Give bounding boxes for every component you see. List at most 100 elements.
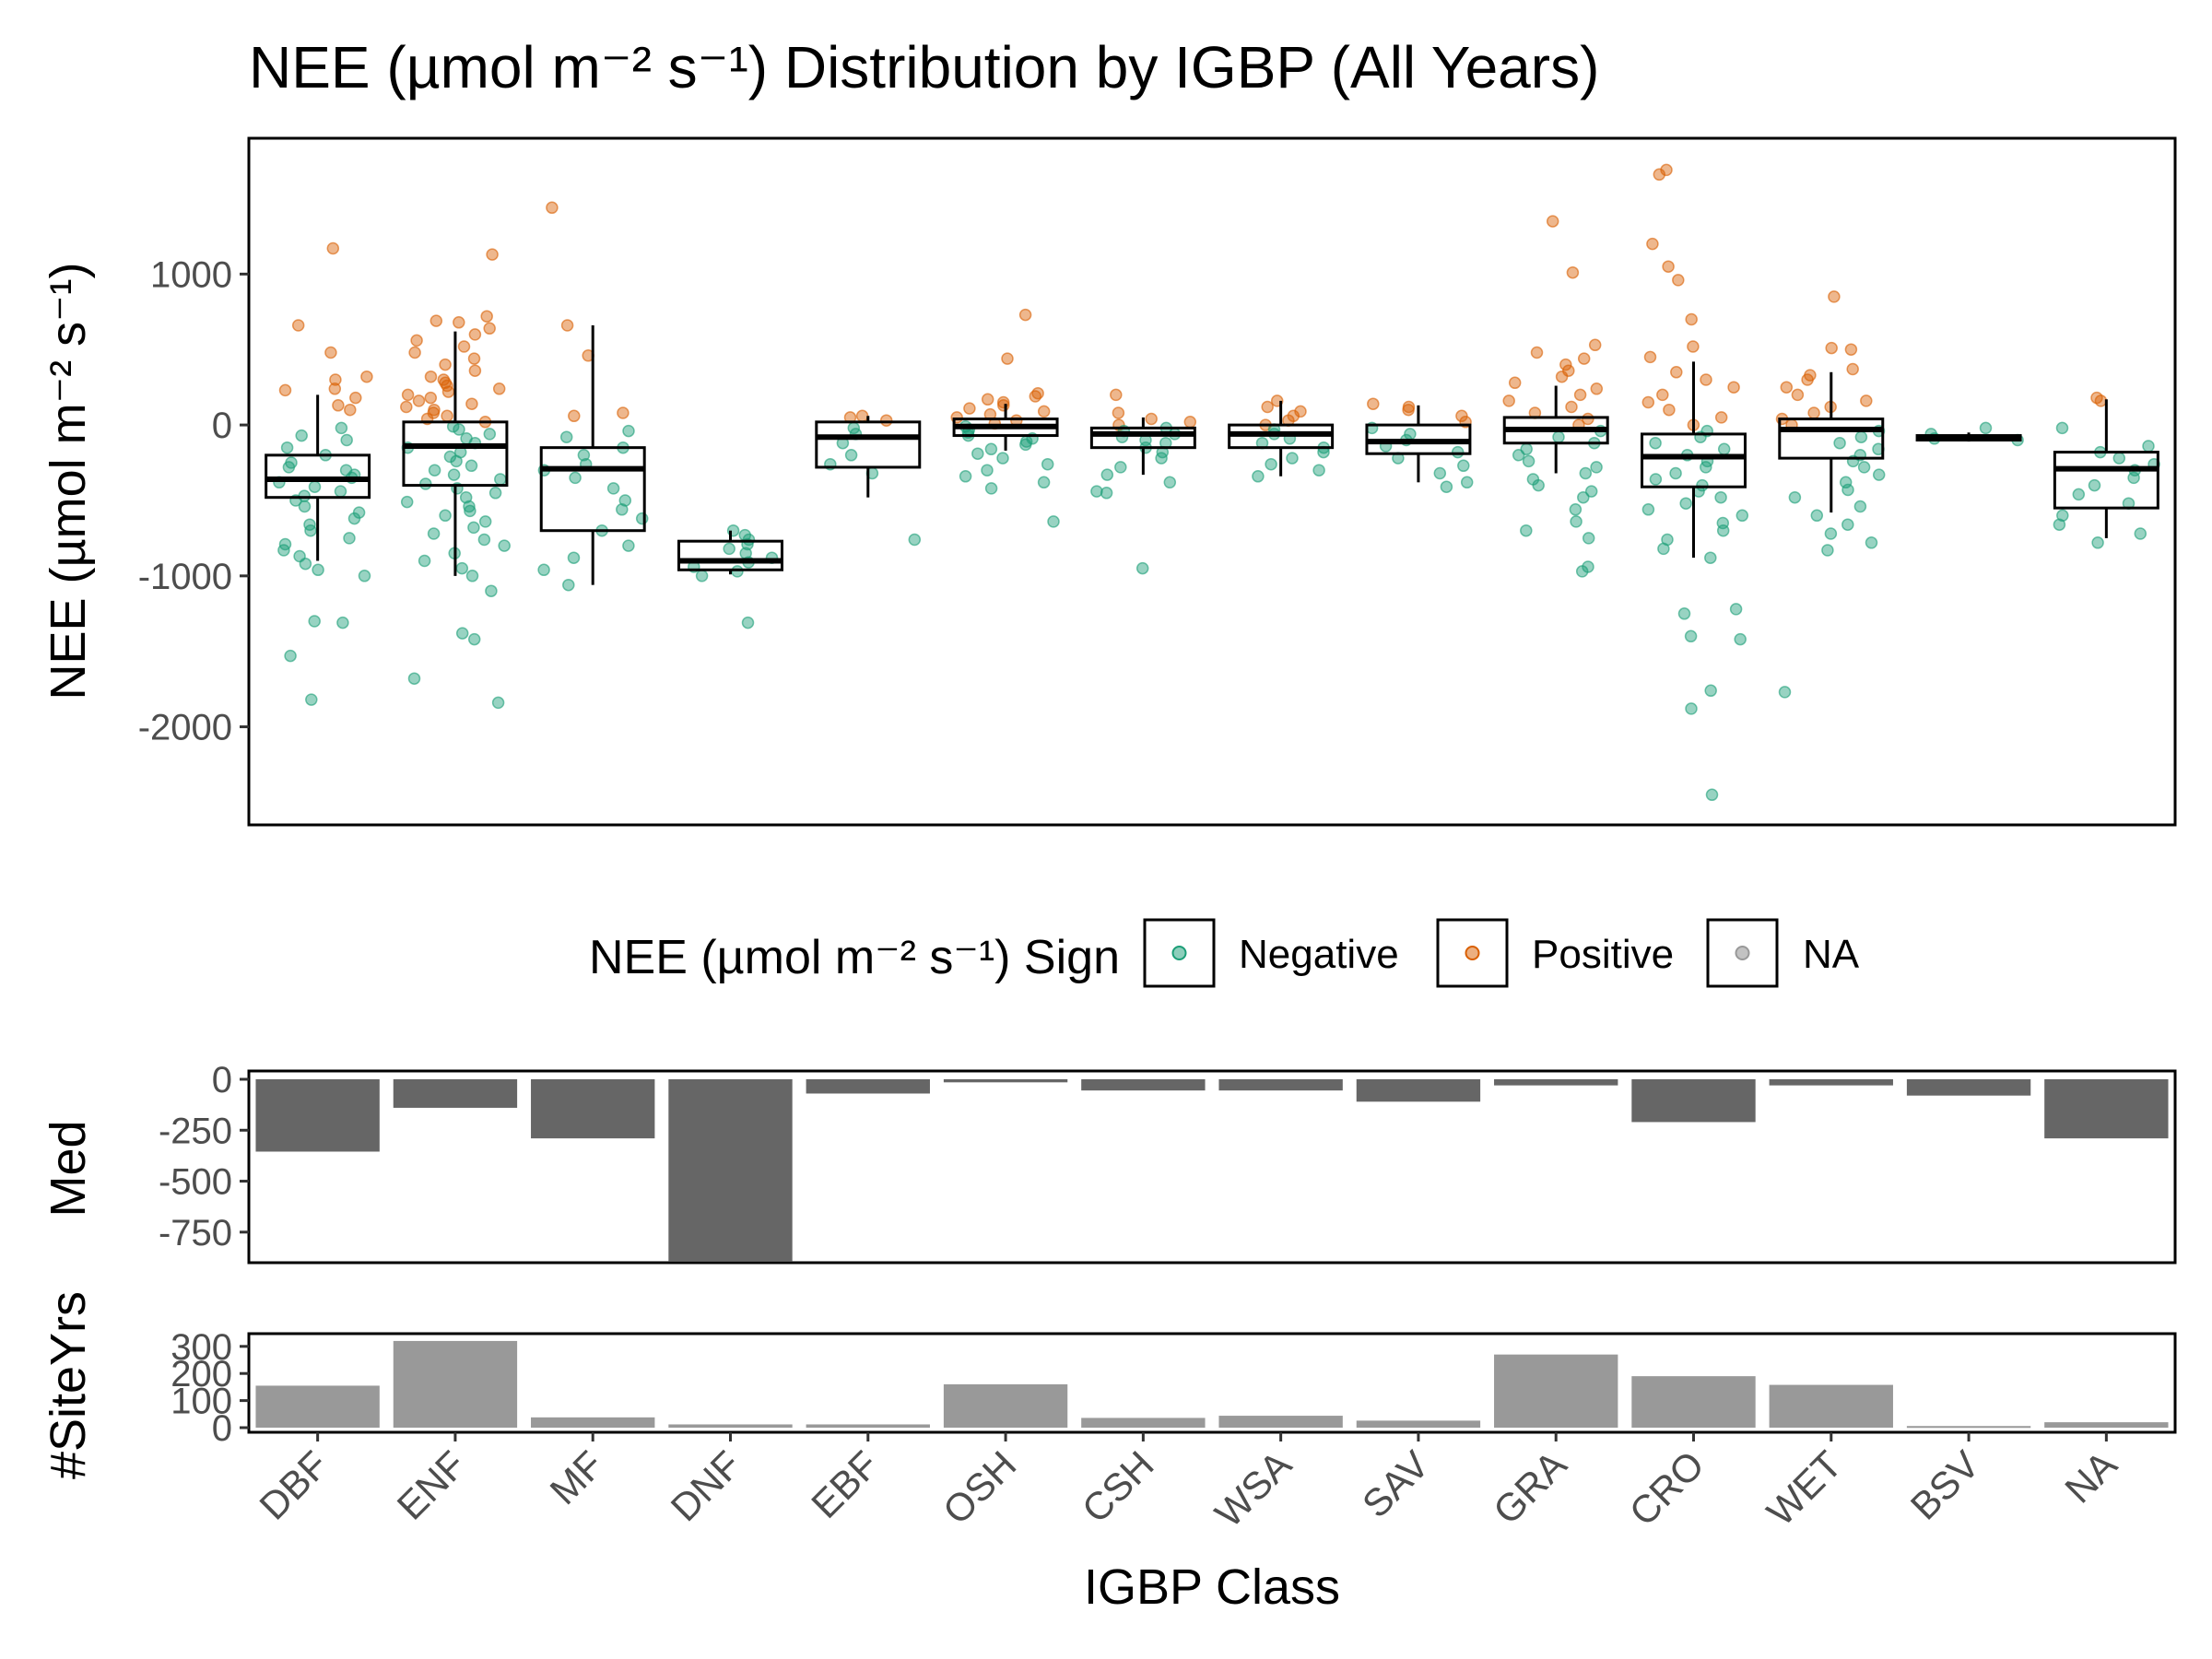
data-point-dbf bbox=[335, 421, 348, 435]
data-point-dnf bbox=[741, 616, 755, 629]
data-point-wet bbox=[1801, 373, 1814, 386]
median-bar-mf bbox=[531, 1079, 655, 1139]
data-point-cro bbox=[1700, 461, 1712, 474]
median-y-tick-label: -250 bbox=[159, 1111, 232, 1151]
data-point-cro bbox=[1677, 607, 1691, 620]
data-point-na bbox=[2055, 421, 2069, 435]
median-panel-frame bbox=[247, 1069, 2177, 1265]
data-point-na bbox=[2094, 394, 2108, 407]
data-point-csh bbox=[1100, 487, 1113, 500]
data-point-cro bbox=[1670, 366, 1683, 379]
x-tick-label-sav: SAV bbox=[1354, 1442, 1437, 1525]
data-point-csh bbox=[1163, 476, 1177, 489]
median-bars bbox=[255, 1079, 2169, 1262]
data-point-osh bbox=[1018, 308, 1032, 322]
data-point-mf bbox=[606, 482, 620, 495]
data-point-cro bbox=[1662, 260, 1675, 273]
data-point-enf bbox=[478, 515, 492, 528]
data-point-enf bbox=[467, 632, 481, 646]
data-point-dbf bbox=[332, 399, 345, 412]
data-point-gra bbox=[1522, 454, 1535, 468]
data-point-sav bbox=[1402, 403, 1415, 417]
x-tick-label-dbf: DBF bbox=[251, 1442, 336, 1528]
data-point-enf bbox=[424, 391, 438, 405]
data-point-csh bbox=[1090, 485, 1103, 498]
data-point-gra bbox=[1559, 358, 1572, 371]
data-point-na bbox=[2134, 527, 2147, 540]
boxplot-boxes bbox=[265, 325, 2159, 585]
data-point-enf bbox=[453, 316, 465, 329]
boxplot-y-axis: 1000 0 -1000 -2000 bbox=[138, 254, 249, 748]
data-point-gra bbox=[1573, 388, 1587, 402]
data-point-mf bbox=[537, 563, 550, 577]
data-point-dbf bbox=[336, 616, 349, 629]
data-point-cro bbox=[1663, 403, 1676, 417]
box-ebf bbox=[815, 420, 922, 469]
data-point-enf bbox=[483, 322, 496, 335]
data-point-wet bbox=[1833, 436, 1846, 450]
data-point-cro bbox=[1705, 788, 1719, 802]
boxplot-y-axis-title: NEE (µmol m⁻² s⁻¹) bbox=[41, 262, 96, 700]
data-point-na bbox=[2112, 452, 2126, 465]
data-point-enf bbox=[498, 539, 511, 552]
data-point-dbf bbox=[340, 433, 353, 447]
data-point-dbf bbox=[347, 512, 361, 525]
median-bar-bsv bbox=[1906, 1079, 2031, 1096]
data-point-gra bbox=[1520, 524, 1533, 537]
median-bar-osh bbox=[943, 1079, 1068, 1083]
data-point-gra bbox=[1570, 515, 1583, 528]
data-point-enf bbox=[441, 409, 453, 423]
data-point-enf bbox=[447, 468, 461, 481]
median-bar-wet bbox=[1769, 1079, 1893, 1086]
siteyrs-y-tick-label: 200 bbox=[171, 1354, 232, 1394]
data-point-wsa bbox=[1286, 452, 1299, 465]
data-point-dbf bbox=[280, 441, 294, 454]
data-point-dbf bbox=[358, 570, 371, 582]
data-point-enf bbox=[439, 358, 452, 371]
data-point-gra bbox=[1508, 376, 1522, 390]
data-point-enf bbox=[463, 500, 476, 513]
data-point-cro bbox=[1685, 702, 1698, 715]
data-point-gra bbox=[1579, 466, 1593, 480]
data-point-wet bbox=[1841, 483, 1854, 497]
data-point-enf bbox=[407, 672, 421, 685]
box-enf bbox=[402, 420, 509, 488]
data-point-mf bbox=[546, 201, 559, 215]
data-point-cro bbox=[1657, 542, 1670, 556]
data-point-ebf bbox=[855, 409, 869, 423]
data-point-gra bbox=[1555, 370, 1569, 383]
data-point-enf bbox=[465, 570, 479, 582]
x-tick-label-wsa: WSA bbox=[1206, 1442, 1300, 1535]
data-point-dbf bbox=[305, 693, 318, 706]
data-point-ebf bbox=[844, 449, 858, 462]
data-point-enf bbox=[485, 584, 498, 597]
data-point-cro bbox=[1643, 350, 1657, 364]
x-tick-label-mf: MF bbox=[541, 1442, 611, 1512]
data-point-wet bbox=[1810, 509, 1824, 523]
data-point-cro bbox=[1714, 411, 1728, 424]
data-point-wet bbox=[1857, 461, 1871, 474]
median-panel: 0 -250 -500 -750 Med bbox=[41, 1060, 2177, 1265]
siteyrs-bar-ebf bbox=[806, 1424, 930, 1428]
data-point-cro bbox=[1679, 497, 1692, 510]
box-dbf bbox=[265, 453, 371, 500]
data-point-wet bbox=[1824, 527, 1838, 540]
data-point-cro bbox=[1684, 629, 1698, 643]
data-point-na bbox=[2072, 488, 2086, 501]
median-bar-sav bbox=[1356, 1079, 1481, 1102]
data-point-wsa bbox=[1252, 470, 1265, 483]
data-point-cro bbox=[1641, 503, 1655, 516]
data-point-cro bbox=[1717, 442, 1731, 456]
data-point-cro bbox=[1656, 388, 1669, 402]
siteyrs-bar-osh bbox=[943, 1383, 1068, 1428]
x-tick-label-enf: ENF bbox=[389, 1442, 475, 1528]
data-point-enf bbox=[455, 627, 469, 640]
data-point-na bbox=[2142, 440, 2155, 453]
data-point-enf bbox=[429, 314, 443, 327]
data-point-dbf bbox=[328, 382, 342, 395]
data-point-dbf bbox=[284, 649, 297, 663]
data-point-cro bbox=[1704, 684, 1717, 698]
data-point-enf bbox=[439, 509, 452, 523]
data-point-csh bbox=[1100, 468, 1114, 481]
median-bar-ebf bbox=[806, 1079, 930, 1094]
